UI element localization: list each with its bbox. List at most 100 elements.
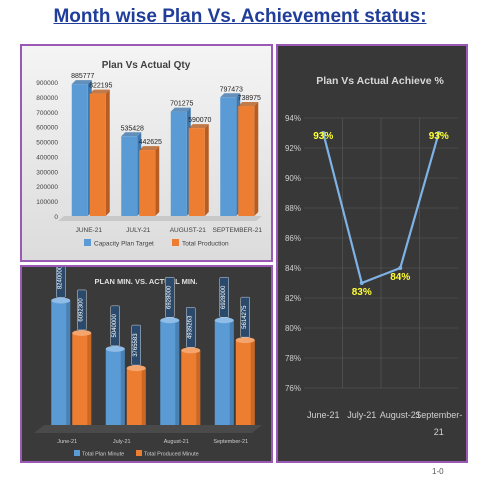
- y-tick-label: 600000: [36, 125, 58, 132]
- data-label: 93%: [429, 131, 449, 142]
- data-label: 84%: [390, 272, 410, 283]
- data-label: 5040000: [112, 313, 118, 337]
- bar-total-production-july-21: [139, 150, 156, 216]
- data-point: [436, 131, 441, 135]
- bar-total-produced-minute-august-21: [181, 350, 201, 425]
- bar-cap: [72, 329, 92, 336]
- bar-top: [121, 132, 142, 137]
- x-tick-label: AUGUST-21: [170, 227, 207, 234]
- data-label: 5614275: [242, 305, 248, 329]
- data-point: [321, 131, 326, 135]
- bar-top: [71, 80, 92, 85]
- bar-total-plan-minute-july-21: [105, 348, 125, 425]
- data-label-box: [110, 305, 120, 347]
- bar-cap: [51, 297, 71, 304]
- data-label: 4939263: [188, 315, 194, 339]
- legend-swatch: [84, 239, 91, 246]
- bar-shade: [175, 320, 180, 425]
- data-label: 701275: [170, 101, 193, 108]
- y-tick-label: 100000: [36, 199, 58, 206]
- bar-cap: [160, 317, 180, 324]
- legend-swatch: [74, 450, 80, 456]
- page-footer-code: 1-0: [432, 467, 444, 476]
- x-tick-label: June-21: [57, 439, 77, 445]
- y-tick-label: 92%: [285, 144, 301, 153]
- bar-top: [170, 107, 191, 112]
- bar-side: [204, 124, 209, 216]
- legend-swatch: [136, 450, 142, 456]
- achieve-chart-svg: Plan Vs Actual Achieve % 76% 78% 80% 82% 84% 8…: [285, 75, 462, 437]
- x-tick-label: 21: [434, 427, 444, 437]
- data-label: 590070: [188, 117, 211, 124]
- x-tick-label: August-21: [164, 439, 189, 445]
- bar-capacity-plan-target-july-21: [121, 136, 138, 216]
- bar-capacity-plan-target-june-21: [71, 84, 88, 216]
- plan-vs-actual-minute-chart: PLAN MIN. VS. ACTUAL MIN. 8240000 6092300 J…: [20, 265, 273, 463]
- bar-top: [139, 146, 160, 151]
- bar-side: [155, 146, 160, 216]
- chart-floor: [34, 425, 262, 433]
- data-label: 885777: [71, 73, 94, 80]
- legend-swatch: [172, 239, 179, 246]
- bar-total-production-august-21: [188, 128, 205, 216]
- x-tick-label: SEPTEMBER-21: [213, 227, 263, 234]
- bar-side: [105, 89, 110, 216]
- data-label: 6092300: [79, 298, 85, 322]
- bar-side: [254, 101, 259, 216]
- bar-top: [89, 89, 110, 94]
- data-label-box: [240, 296, 250, 338]
- data-label-box: [77, 289, 87, 331]
- bar-cap: [126, 365, 146, 372]
- data-label-box: [219, 277, 229, 318]
- data-label: 738975: [238, 95, 261, 102]
- x-tick-label: July-21: [113, 439, 131, 445]
- bar-shade: [87, 332, 92, 425]
- bar-total-produced-minute-july-21: [126, 368, 146, 425]
- data-label: 442625: [139, 139, 162, 146]
- bar-total-plan-minute-june-21: [51, 300, 71, 425]
- bar-shade: [120, 348, 125, 425]
- y-tick-label: 82%: [285, 294, 301, 303]
- y-tick-label: 500000: [36, 140, 58, 147]
- data-label: 6928000: [221, 285, 227, 309]
- legend-label: Capacity Plan Target: [94, 241, 154, 248]
- bar-capacity-plan-target-august-21: [170, 111, 187, 216]
- bar-total-produced-minute-june-21: [72, 332, 92, 425]
- y-tick-label: 800000: [36, 95, 58, 102]
- legend-label: Total Production: [182, 241, 229, 248]
- bar-top: [188, 124, 209, 129]
- bar-total-production-june-21: [89, 93, 106, 216]
- chart-title: PLAN MIN. VS. ACTUAL MIN.: [95, 277, 198, 286]
- bar-shade: [229, 320, 234, 425]
- bar-cap: [105, 345, 125, 352]
- data-label-box: [131, 324, 141, 366]
- data-label: 83%: [352, 287, 372, 298]
- bar-cap: [181, 347, 201, 354]
- bar-total-plan-minute-august-21: [160, 320, 180, 425]
- bar-shade: [66, 300, 71, 425]
- y-tick-label: 400000: [36, 154, 58, 161]
- y-tick-label: 0: [54, 214, 58, 221]
- bar-total-plan-minute-september-21: [214, 320, 234, 425]
- x-tick-label: JULY-21: [126, 227, 151, 234]
- bar-cap: [214, 317, 234, 324]
- y-tick-label: 76%: [285, 384, 301, 393]
- y-tick-label: 88%: [285, 204, 301, 213]
- data-label: 3765583: [133, 333, 139, 357]
- qty-chart-svg: Plan Vs Actual Qty 0 100000 200000 300000 400…: [36, 60, 263, 248]
- data-label-box: [56, 267, 66, 298]
- y-tick-label: 84%: [285, 264, 301, 273]
- achieve-percent-chart: Plan Vs Actual Achieve % 76% 78% 80% 82% 84% 8…: [276, 44, 468, 463]
- y-tick-label: 200000: [36, 184, 58, 191]
- data-label: 6928000: [167, 285, 173, 309]
- y-tick-label: 900000: [36, 80, 58, 87]
- bar-capacity-plan-target-september-21: [220, 97, 237, 216]
- bar-shade: [141, 368, 146, 425]
- chart-title: Plan Vs Actual Qty: [102, 60, 191, 71]
- y-tick-label: 80%: [285, 324, 301, 333]
- chart-floor: [58, 216, 262, 221]
- x-tick-label: September-21: [213, 439, 248, 445]
- legend-label: Total Plan Minute: [82, 452, 124, 458]
- x-tick-label: August-21: [380, 410, 421, 420]
- bar-shade: [196, 350, 201, 425]
